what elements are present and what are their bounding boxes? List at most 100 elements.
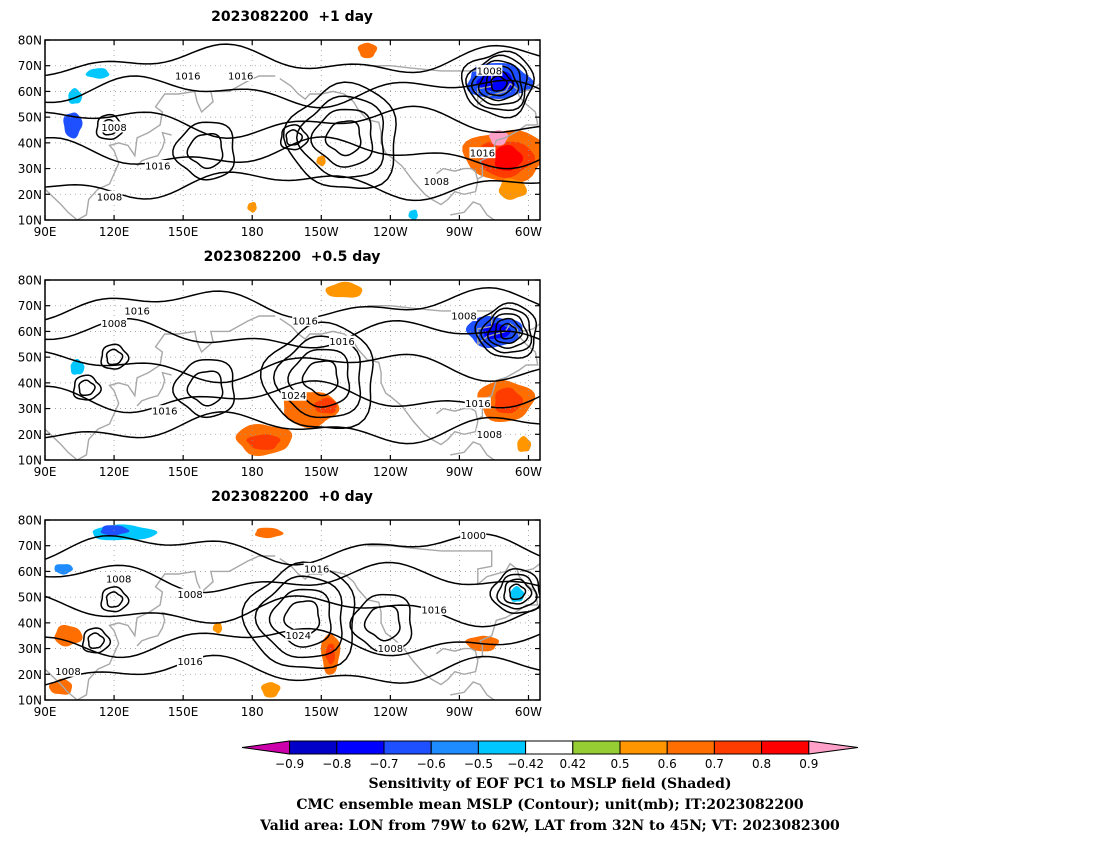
high-pressure-isobar [310, 108, 374, 168]
low-pressure-isobar [474, 302, 538, 359]
sensitivity-patch [63, 112, 83, 139]
caption-line-2: CMC ensemble mean MSLP (Contour); unit(m… [296, 797, 804, 813]
contour-label-bg [96, 190, 123, 202]
map-body: 1016 1016 1008 1008 1016 1016 1008 1008 [45, 40, 540, 220]
colorbar-label: 0.42 [559, 757, 586, 771]
coastline [136, 371, 172, 407]
contour-label-bg [174, 70, 201, 81]
sensitivity-patch [246, 434, 281, 450]
high-pressure-isobar [363, 605, 401, 642]
sensitivity-patch [212, 622, 223, 634]
colorbar-label: −0.42 [507, 757, 544, 771]
contour-label-bg [423, 175, 450, 187]
contour-label: 1016 [292, 317, 317, 328]
axis-ticks: 90E 120E 150E 180 150W 120W 90W 60W 80N 70N 60N 50N… [18, 514, 542, 720]
low-pressure-isobar [95, 113, 125, 141]
coastline [45, 555, 276, 700]
coastline [450, 441, 495, 460]
contour-label: 1016 [470, 149, 495, 160]
lon-tick-label: 150W [304, 465, 339, 479]
contour-label: 1016 [124, 306, 149, 317]
colorbar-label: −0.6 [417, 757, 446, 771]
low-pressure-isobar [105, 591, 124, 608]
high-pressure-isobar [283, 600, 321, 637]
colorbar-label: −0.8 [322, 757, 351, 771]
high-pressure-isobar [254, 575, 343, 659]
low-pressure-isobar [87, 632, 105, 649]
lat-tick-label: 70N [18, 539, 42, 553]
caption-line-3: Valid area: LON from 79W to 62W, LAT fro… [260, 818, 840, 834]
panel-title: 2023082200 +0 day [211, 489, 373, 505]
lat-tick-label: 10N [18, 454, 42, 468]
contour-label-bg [144, 160, 171, 171]
lat-tick-label: 60N [18, 565, 42, 579]
sensitivity-patch [261, 682, 281, 698]
sensitivity-patch [85, 68, 110, 79]
map-body: 1000 1008 1016 1008 1016 1024 1008 1016 1008 [45, 520, 540, 700]
sensitivity-patch [325, 643, 335, 665]
contour-label-bg [151, 405, 178, 417]
lon-tick-label: 180 [241, 225, 264, 239]
sensitivity-patch [54, 564, 73, 575]
lon-tick-label: 60W [515, 225, 542, 239]
contour-label: 1016 [329, 337, 354, 348]
contour-label-bg [469, 147, 496, 159]
high-pressure-isobar [287, 348, 351, 408]
contour-label: 1008 [477, 430, 502, 441]
colorbar-cell [336, 740, 385, 755]
contour-label: 1016 [152, 407, 177, 418]
coastline [450, 681, 495, 700]
low-pressure-isobar [484, 70, 514, 97]
high-pressure-isobar [172, 359, 236, 419]
high-pressure-isobar [301, 360, 339, 397]
lon-tick-label: 90W [446, 465, 473, 479]
axis-ticks: 90E 120E 150E 180 150W 120W 90W 60W 80N 70N 60N 50N… [18, 274, 542, 480]
lon-tick-label: 120W [373, 705, 408, 719]
colorbar-label: −0.5 [464, 757, 493, 771]
contour-label-bg [285, 629, 312, 641]
isobar [45, 561, 540, 594]
low-pressure-isobar [496, 573, 538, 610]
sensitivity-patch [247, 201, 257, 213]
contour-label: 1024 [286, 631, 311, 642]
contour-label-bg [101, 317, 128, 329]
low-pressure-isobar [499, 322, 518, 340]
contour-label: 1008 [424, 177, 449, 188]
contour-label: 1016 [177, 657, 202, 668]
forecast-panel-plus1-day: 2023082200 +1 day 1016 1016 10081008101610… [18, 9, 542, 239]
lon-tick-label: 120E [99, 705, 130, 719]
contour-label-bg [451, 310, 478, 321]
lat-tick-label: 30N [18, 642, 42, 656]
contour-label-bg [177, 588, 204, 600]
contour-label-bg [460, 529, 487, 541]
contour-label: 1016 [175, 72, 200, 83]
sensitivity-patch [357, 42, 378, 59]
colorbar-label: 0.7 [705, 757, 724, 771]
high-pressure-isobar [282, 81, 397, 190]
low-pressure-isobar [460, 50, 535, 119]
contour-label: 1016 [421, 606, 446, 617]
coastline [450, 201, 495, 220]
contour-label: 1016 [228, 72, 253, 83]
low-pressure-isobar [471, 59, 524, 106]
map-body: 1016 1008 1016 1008 1016 1024 1016 1016 1008 [45, 280, 540, 460]
lat-tick-label: 20N [18, 668, 42, 682]
contour-label: 1008 [451, 312, 476, 323]
low-pressure-isobar [78, 379, 96, 397]
lon-tick-label: 150E [168, 705, 199, 719]
contour-label: 1008 [378, 644, 403, 655]
lon-tick-label: 60W [515, 465, 542, 479]
isobar [45, 43, 540, 76]
lon-tick-label: 90W [446, 225, 473, 239]
isobar [45, 595, 540, 628]
high-pressure-isobar [241, 561, 356, 670]
low-pressure-isobar [81, 627, 112, 654]
coastline [367, 305, 539, 420]
map-frame [44, 519, 541, 701]
lon-tick-label: 180 [241, 705, 264, 719]
sensitivity-patch [408, 209, 418, 220]
colorbar-cell [713, 740, 763, 755]
lon-tick-label: 150E [168, 225, 199, 239]
